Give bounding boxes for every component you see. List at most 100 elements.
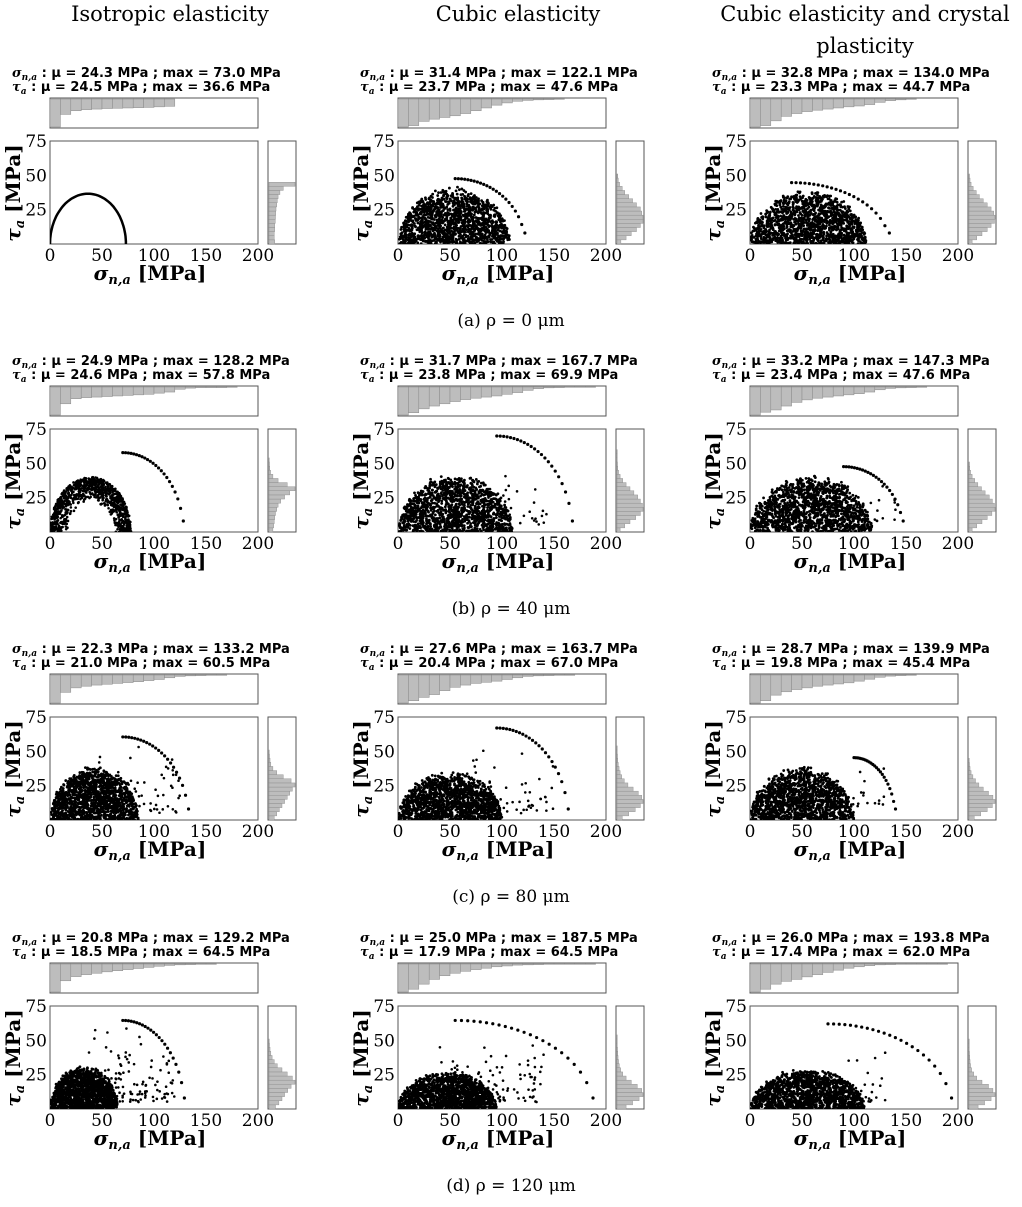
scatter-point [427, 242, 431, 244]
scatter-point [750, 231, 753, 235]
scatter-point [474, 235, 478, 239]
scatter-point [808, 198, 812, 202]
scatter-point [116, 495, 119, 498]
scatter-point [499, 224, 502, 227]
scatter-point [467, 211, 470, 215]
scatter-point [413, 232, 417, 236]
scatter-point [846, 205, 850, 208]
scatter-point [839, 216, 843, 220]
scatter-point [94, 491, 97, 494]
scatter-point [52, 513, 56, 517]
scatter-point [118, 511, 122, 514]
scatter-point [480, 212, 483, 215]
scatter-point [76, 497, 80, 500]
scatter-point [487, 219, 491, 223]
scatter-point [125, 505, 128, 509]
y-histogram-bar [268, 219, 276, 224]
y-histogram-bar [968, 194, 980, 199]
scatter-point [95, 480, 99, 484]
scatter-point [844, 211, 848, 215]
y-histogram-bar [268, 490, 290, 496]
x-histogram-bar [60, 386, 72, 405]
scatter-point [803, 213, 807, 217]
x-histogram-bar [174, 386, 186, 390]
scatter-point [799, 233, 803, 237]
scatter-point [457, 237, 461, 241]
scatter-point [466, 219, 470, 223]
scatter-point [79, 497, 82, 501]
scatter-point [499, 214, 503, 218]
scatter-point [789, 231, 793, 235]
scatter-point [477, 223, 480, 226]
scatter-point [481, 200, 485, 204]
scatter-point [452, 203, 455, 206]
caption-b: (b) ρ = 40 μm [451, 599, 571, 619]
x-histogram-bar [122, 386, 134, 396]
scatter-point [787, 228, 791, 232]
scatter-point [64, 508, 67, 511]
scatter-point [815, 242, 819, 244]
scatter-point [754, 241, 758, 244]
scatter-point [440, 196, 444, 200]
scatter-point [457, 211, 461, 215]
scatter-point [459, 235, 463, 239]
scatter-point [420, 217, 424, 221]
scatter-point [750, 238, 753, 242]
scatter-point [769, 223, 772, 227]
scatter-point [428, 502, 432, 506]
scatter-point [780, 236, 784, 240]
scatter-point [483, 229, 487, 233]
scatter-point [472, 197, 476, 201]
x-histogram-bar [512, 98, 524, 102]
scatter-point [806, 207, 809, 211]
arc-point [887, 231, 891, 235]
y-histogram-bar [268, 210, 276, 216]
y-tick-label: 75 [25, 420, 47, 440]
arc-point [154, 463, 158, 468]
scatter-point [101, 497, 105, 501]
scatter-point [434, 221, 438, 225]
scatter-point [816, 191, 820, 195]
scatter-point [803, 199, 807, 203]
y-histogram-bar [268, 478, 279, 483]
scatter-point [480, 523, 484, 527]
scatter-point [473, 526, 477, 530]
scatter-point [472, 200, 476, 204]
scatter-point [438, 199, 442, 203]
arc-point [485, 184, 489, 188]
scatter-point [441, 239, 445, 243]
scatter-point [482, 203, 486, 207]
scatter-point [415, 519, 418, 522]
scatter-point [849, 213, 853, 217]
y-histogram-bar [616, 186, 623, 191]
scatter-point [73, 487, 77, 491]
scatter-point [407, 220, 410, 224]
scatter-point [843, 242, 847, 244]
scatter-point [779, 218, 782, 222]
scatter-point [79, 483, 83, 486]
x-tick-label: 100 [138, 534, 170, 554]
scatter-point [831, 239, 835, 242]
arc-point [167, 480, 172, 484]
scatter-point [433, 513, 437, 517]
scatter-point [443, 219, 447, 222]
scatter-point [800, 199, 804, 203]
scatter-point [787, 200, 791, 204]
scatter-point [416, 205, 419, 209]
y-histogram-bar [968, 202, 988, 208]
arc-point [821, 184, 825, 188]
scatter-point [486, 506, 489, 509]
scatter-point [795, 193, 799, 197]
scatter-point [483, 235, 486, 239]
scatter-point [488, 487, 492, 491]
scatter-point [755, 220, 759, 224]
scatter-point [409, 215, 412, 219]
scatter-point [455, 224, 459, 227]
x-histogram-bar [153, 386, 165, 394]
scatter-point [429, 494, 433, 497]
scatter-point [430, 498, 434, 501]
scatter-point [88, 483, 91, 487]
arc-point [838, 189, 843, 193]
scatter-point [470, 507, 473, 511]
scatter-point [768, 236, 772, 240]
